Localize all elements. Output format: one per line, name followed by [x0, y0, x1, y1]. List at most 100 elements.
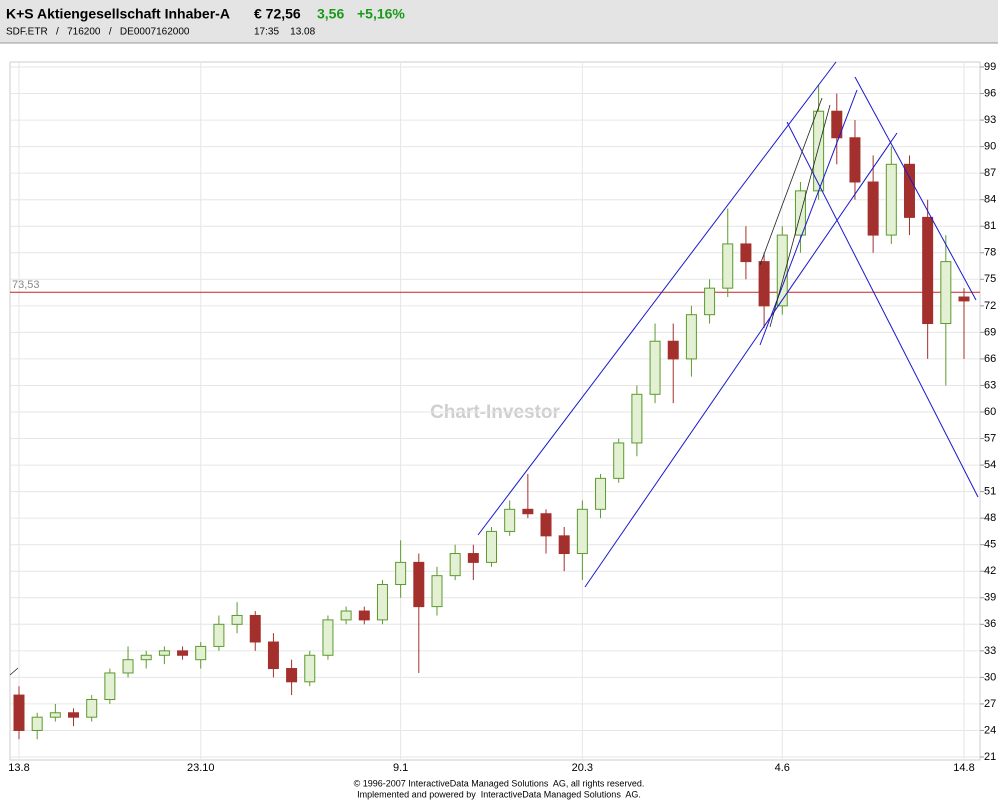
trend-line — [769, 104, 831, 328]
candle-body — [68, 712, 80, 718]
trend-line — [9, 667, 19, 676]
candle-body — [540, 513, 552, 537]
y-tick-label: 90 — [984, 141, 996, 153]
y-tick-label: 99 — [984, 61, 996, 73]
candle-body — [195, 645, 207, 661]
change: 3,56 — [317, 6, 344, 22]
candle-body — [431, 575, 443, 608]
candle-body — [613, 442, 625, 479]
y-tick-label: 33 — [984, 645, 996, 657]
candle-body — [558, 535, 570, 555]
candle-body — [376, 584, 388, 621]
helper-lines — [9, 97, 831, 676]
y-tick-label: 69 — [984, 326, 996, 338]
candle-body — [758, 261, 770, 307]
x-tick-label: 13.8 — [8, 762, 29, 774]
candle-body — [467, 553, 479, 563]
trend-line — [854, 76, 977, 301]
footer-line: Implemented and powered by InteractiveDa… — [357, 789, 641, 799]
trend-line — [759, 89, 858, 346]
y-tick-label: 81 — [984, 220, 996, 232]
trend-line — [759, 97, 823, 266]
y-tick-label: 72 — [984, 300, 996, 312]
candle-body — [213, 623, 225, 647]
candle-body — [958, 296, 970, 302]
candle-body — [649, 340, 661, 395]
candle-body — [231, 614, 243, 625]
candle-body — [358, 610, 370, 621]
watermark: Chart-Investor — [430, 402, 560, 423]
x-tick-label: 23.10 — [187, 762, 215, 774]
title: K+S Aktiengesellschaft Inhaber-A — [6, 6, 230, 22]
y-tick-label: 87 — [984, 167, 996, 179]
candle-body — [667, 340, 679, 360]
trend-line — [584, 132, 898, 588]
y-tick-label: 45 — [984, 539, 996, 551]
change-pct: +5,16% — [357, 6, 405, 22]
candle-body — [249, 614, 261, 643]
y-tick-label: 84 — [984, 194, 996, 206]
trend-lines — [477, 61, 979, 588]
trend-line — [477, 61, 837, 536]
header-bg — [0, 0, 998, 43]
candle-body — [86, 699, 98, 718]
footer-line: © 1996-2007 InteractiveData Managed Solu… — [354, 778, 645, 788]
candle-body — [885, 163, 897, 236]
y-tick-label: 24 — [984, 724, 996, 736]
candle-body — [122, 659, 134, 674]
candle-body — [177, 650, 189, 656]
y-tick-label: 42 — [984, 565, 996, 577]
y-tick-label: 54 — [984, 459, 996, 471]
y-tick-label: 21 — [984, 751, 996, 763]
candle-body — [267, 641, 279, 670]
candle-body — [304, 654, 316, 683]
y-tick-label: 36 — [984, 618, 996, 630]
plot-frame — [9, 61, 981, 761]
y-tick-label: 27 — [984, 698, 996, 710]
y-tick-label: 60 — [984, 406, 996, 418]
x-tick-label: 20.3 — [572, 762, 593, 774]
y-tick-label: 51 — [984, 486, 996, 498]
ids: SDF.ETR / 716200 / DE0007162000 — [6, 27, 190, 38]
candle-body — [31, 716, 43, 731]
candle-body — [940, 261, 952, 325]
y-tick-label: 75 — [984, 273, 996, 285]
candle-body — [49, 712, 61, 718]
candle-body — [831, 110, 843, 139]
candle-body — [504, 508, 516, 532]
candle-body — [740, 243, 752, 263]
candle-body — [867, 181, 879, 236]
y-tick-label: 63 — [984, 379, 996, 391]
x-tick-label: 9.1 — [393, 762, 408, 774]
candle-body — [903, 163, 915, 218]
y-tick-label: 57 — [984, 432, 996, 444]
candle-body — [13, 694, 25, 731]
candle-body — [104, 672, 116, 701]
candle-body — [576, 508, 588, 555]
candle-body — [922, 216, 934, 325]
y-tick-label: 30 — [984, 671, 996, 683]
candle-body — [449, 553, 461, 577]
y-tick-label: 78 — [984, 247, 996, 259]
candle-body — [522, 508, 534, 515]
y-tick-label: 39 — [984, 592, 996, 604]
candle-body — [486, 530, 497, 563]
candle-body — [776, 234, 788, 307]
candle-body — [140, 654, 152, 661]
y-tick-label: 93 — [984, 114, 996, 126]
candle-body — [395, 561, 407, 586]
candle-body — [685, 314, 697, 360]
y-tick-label: 66 — [984, 353, 996, 365]
reference-label: 73,53 — [12, 279, 40, 291]
candle-body — [158, 650, 170, 656]
x-tick-label: 14.8 — [953, 762, 974, 774]
x-tick-label: 4.6 — [775, 762, 790, 774]
y-tick-label: 48 — [984, 512, 996, 524]
candle-body — [704, 287, 716, 316]
candle-body — [595, 477, 607, 510]
candle-body — [631, 393, 643, 444]
price: € 72,56 — [254, 6, 301, 22]
time: 17:35 13.08 — [254, 27, 316, 38]
